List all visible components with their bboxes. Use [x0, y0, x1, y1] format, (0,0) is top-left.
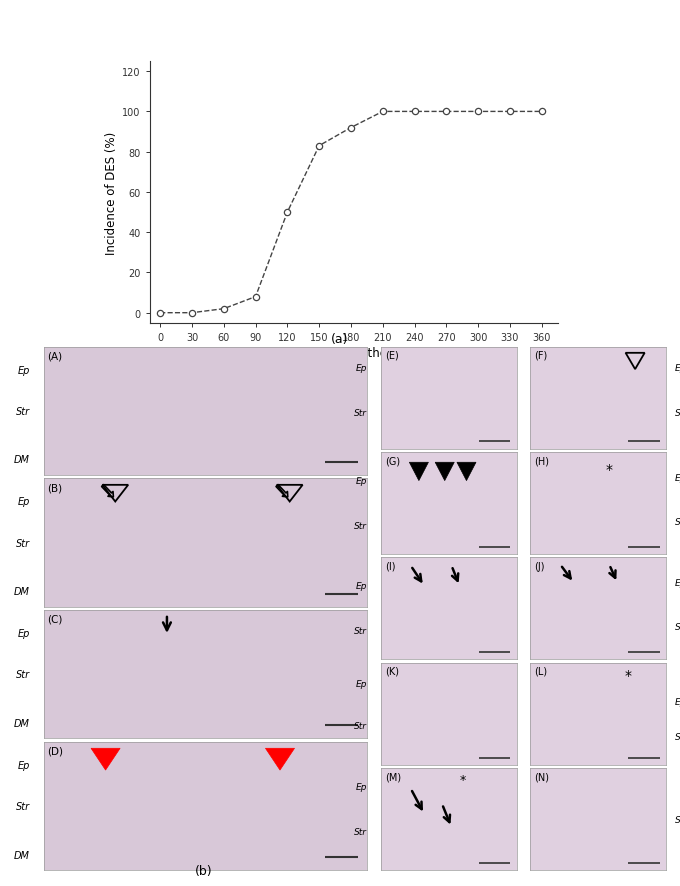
- Text: Ep: Ep: [356, 363, 367, 372]
- Text: Str: Str: [16, 407, 30, 416]
- Text: (H): (H): [534, 455, 549, 466]
- Text: Str: Str: [354, 409, 367, 418]
- Text: Ep: Ep: [17, 365, 30, 376]
- Text: Ep: Ep: [675, 363, 680, 372]
- Text: (B): (B): [48, 483, 63, 493]
- Text: Ep: Ep: [17, 497, 30, 507]
- Text: (J): (J): [534, 561, 545, 571]
- Text: Str: Str: [675, 517, 680, 526]
- Polygon shape: [265, 749, 294, 770]
- Text: (b): (b): [195, 864, 213, 877]
- Text: DM: DM: [14, 719, 30, 728]
- Text: Str: Str: [675, 409, 680, 418]
- Text: Ep: Ep: [675, 697, 680, 706]
- Text: Str: Str: [675, 815, 680, 824]
- Text: (K): (K): [385, 666, 399, 676]
- Text: *: *: [459, 773, 466, 787]
- Y-axis label: Incidence of DES (%): Incidence of DES (%): [105, 131, 118, 254]
- Polygon shape: [457, 462, 476, 481]
- Text: Ep: Ep: [17, 760, 30, 770]
- Text: Str: Str: [16, 538, 30, 548]
- Text: DM: DM: [14, 850, 30, 859]
- Text: Str: Str: [354, 626, 367, 635]
- Text: Str: Str: [675, 732, 680, 741]
- Text: (a): (a): [331, 332, 349, 346]
- Text: Str: Str: [354, 827, 367, 835]
- Text: Ep: Ep: [356, 782, 367, 791]
- X-axis label: Duration of anesthesia (min): Duration of anesthesia (min): [269, 346, 439, 360]
- Text: Str: Str: [675, 623, 680, 632]
- Polygon shape: [435, 462, 454, 481]
- Text: Str: Str: [354, 521, 367, 531]
- Text: *: *: [606, 462, 613, 477]
- Text: Str: Str: [16, 670, 30, 680]
- Polygon shape: [91, 749, 120, 770]
- Text: (F): (F): [534, 350, 547, 361]
- Text: Ep: Ep: [675, 473, 680, 483]
- Text: DM: DM: [14, 455, 30, 465]
- Text: (G): (G): [385, 455, 400, 466]
- Text: Ep: Ep: [17, 628, 30, 639]
- Text: DM: DM: [14, 587, 30, 596]
- Text: (M): (M): [385, 772, 401, 781]
- Text: Ep: Ep: [356, 477, 367, 486]
- Text: Str: Str: [354, 722, 367, 731]
- Text: *: *: [625, 668, 632, 682]
- Polygon shape: [409, 462, 428, 481]
- Text: (C): (C): [48, 614, 63, 625]
- Text: (N): (N): [534, 772, 549, 781]
- Text: Ep: Ep: [675, 579, 680, 587]
- Text: (D): (D): [48, 746, 63, 756]
- Text: Ep: Ep: [356, 582, 367, 591]
- Text: (I): (I): [385, 561, 395, 571]
- Text: Str: Str: [16, 801, 30, 811]
- Text: (A): (A): [48, 351, 63, 361]
- Text: (L): (L): [534, 666, 547, 676]
- Text: Ep: Ep: [356, 679, 367, 688]
- Text: (E): (E): [385, 350, 398, 361]
